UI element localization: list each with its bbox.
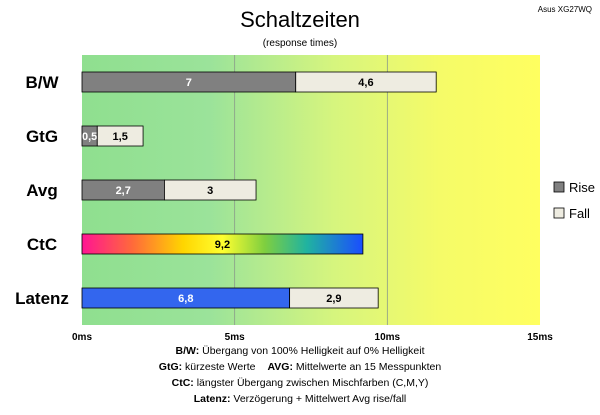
category-label: Latenz — [15, 289, 69, 308]
note-gtg-key: GtG: — [159, 361, 182, 373]
x-tick-labels: 0ms 5ms 10ms 15ms — [72, 332, 553, 343]
note-avg-text: Mittelwerte an 15 Messpunkten — [293, 361, 441, 373]
monitor-model-label: Asus XG27WQ — [538, 5, 592, 14]
chart-subtitle: (response times) — [263, 38, 337, 49]
note-ctc-text: längster Übergang zwischen Mischfarben (… — [194, 377, 429, 389]
x-tick-label: 5ms — [225, 332, 245, 343]
note-ctc-key: CtC: — [172, 377, 194, 389]
note-bw-text: Übergang von 100% Helligkeit auf 0% Hell… — [199, 345, 424, 357]
category-label: Avg — [26, 181, 58, 200]
data-label: 4,6 — [358, 77, 373, 89]
bar-fall — [289, 287, 379, 309]
data-label: 9,2 — [215, 239, 230, 251]
note-bw: B/W: Übergang von 100% Helligkeit auf 0%… — [175, 345, 424, 357]
legend-swatch-fall — [553, 207, 565, 219]
note-latenz-text: Verzögerung + Mittelwert Avg rise/fall — [230, 393, 406, 405]
data-label: 2,9 — [326, 293, 341, 305]
x-tick-label: 10ms — [375, 332, 401, 343]
notes: B/W: Übergang von 100% Helligkeit auf 0%… — [159, 345, 442, 405]
legend-label-fall: Fall — [569, 206, 590, 221]
note-avg-key: AVG: — [267, 361, 292, 373]
category-label: B/W — [25, 73, 59, 92]
category-labels: B/W GtG Avg CtC Latenz — [15, 73, 69, 308]
category-label: GtG — [26, 127, 58, 146]
chart-title: Schaltzeiten — [240, 7, 360, 32]
note-latenz: Latenz: Verzögerung + Mittelwert Avg ris… — [194, 393, 407, 405]
note-bw-key: B/W: — [175, 345, 199, 357]
note-latenz-key: Latenz: — [194, 393, 231, 405]
data-label: 3 — [207, 185, 213, 197]
data-label: 2,7 — [116, 185, 131, 197]
data-label: 1,5 — [113, 131, 128, 143]
note-gtg-text: kürzeste Werte — [182, 361, 255, 373]
note-ctc: CtC: längster Übergang zwischen Mischfar… — [172, 377, 429, 389]
category-label: CtC — [27, 235, 57, 254]
bar-fall — [295, 71, 437, 93]
data-label: 7 — [186, 77, 192, 89]
x-tick-label: 0ms — [72, 332, 92, 343]
legend-swatch-rise — [553, 181, 565, 193]
bars: 7 4,6 0,5 1,5 2,7 3 9,2 6,8 2,9 — [81, 71, 437, 309]
legend: Rise Fall — [553, 180, 595, 221]
bar-rise — [81, 233, 364, 255]
data-label: 6,8 — [178, 293, 193, 305]
bar-fall — [96, 125, 144, 147]
data-label: 0,5 — [82, 131, 97, 143]
x-tick-label: 15ms — [527, 332, 553, 343]
bar-fall — [164, 179, 257, 201]
note-gtg-avg: GtG: kürzeste Werte AVG: Mittelwerte an 1… — [159, 361, 442, 373]
legend-label-rise: Rise — [569, 180, 595, 195]
